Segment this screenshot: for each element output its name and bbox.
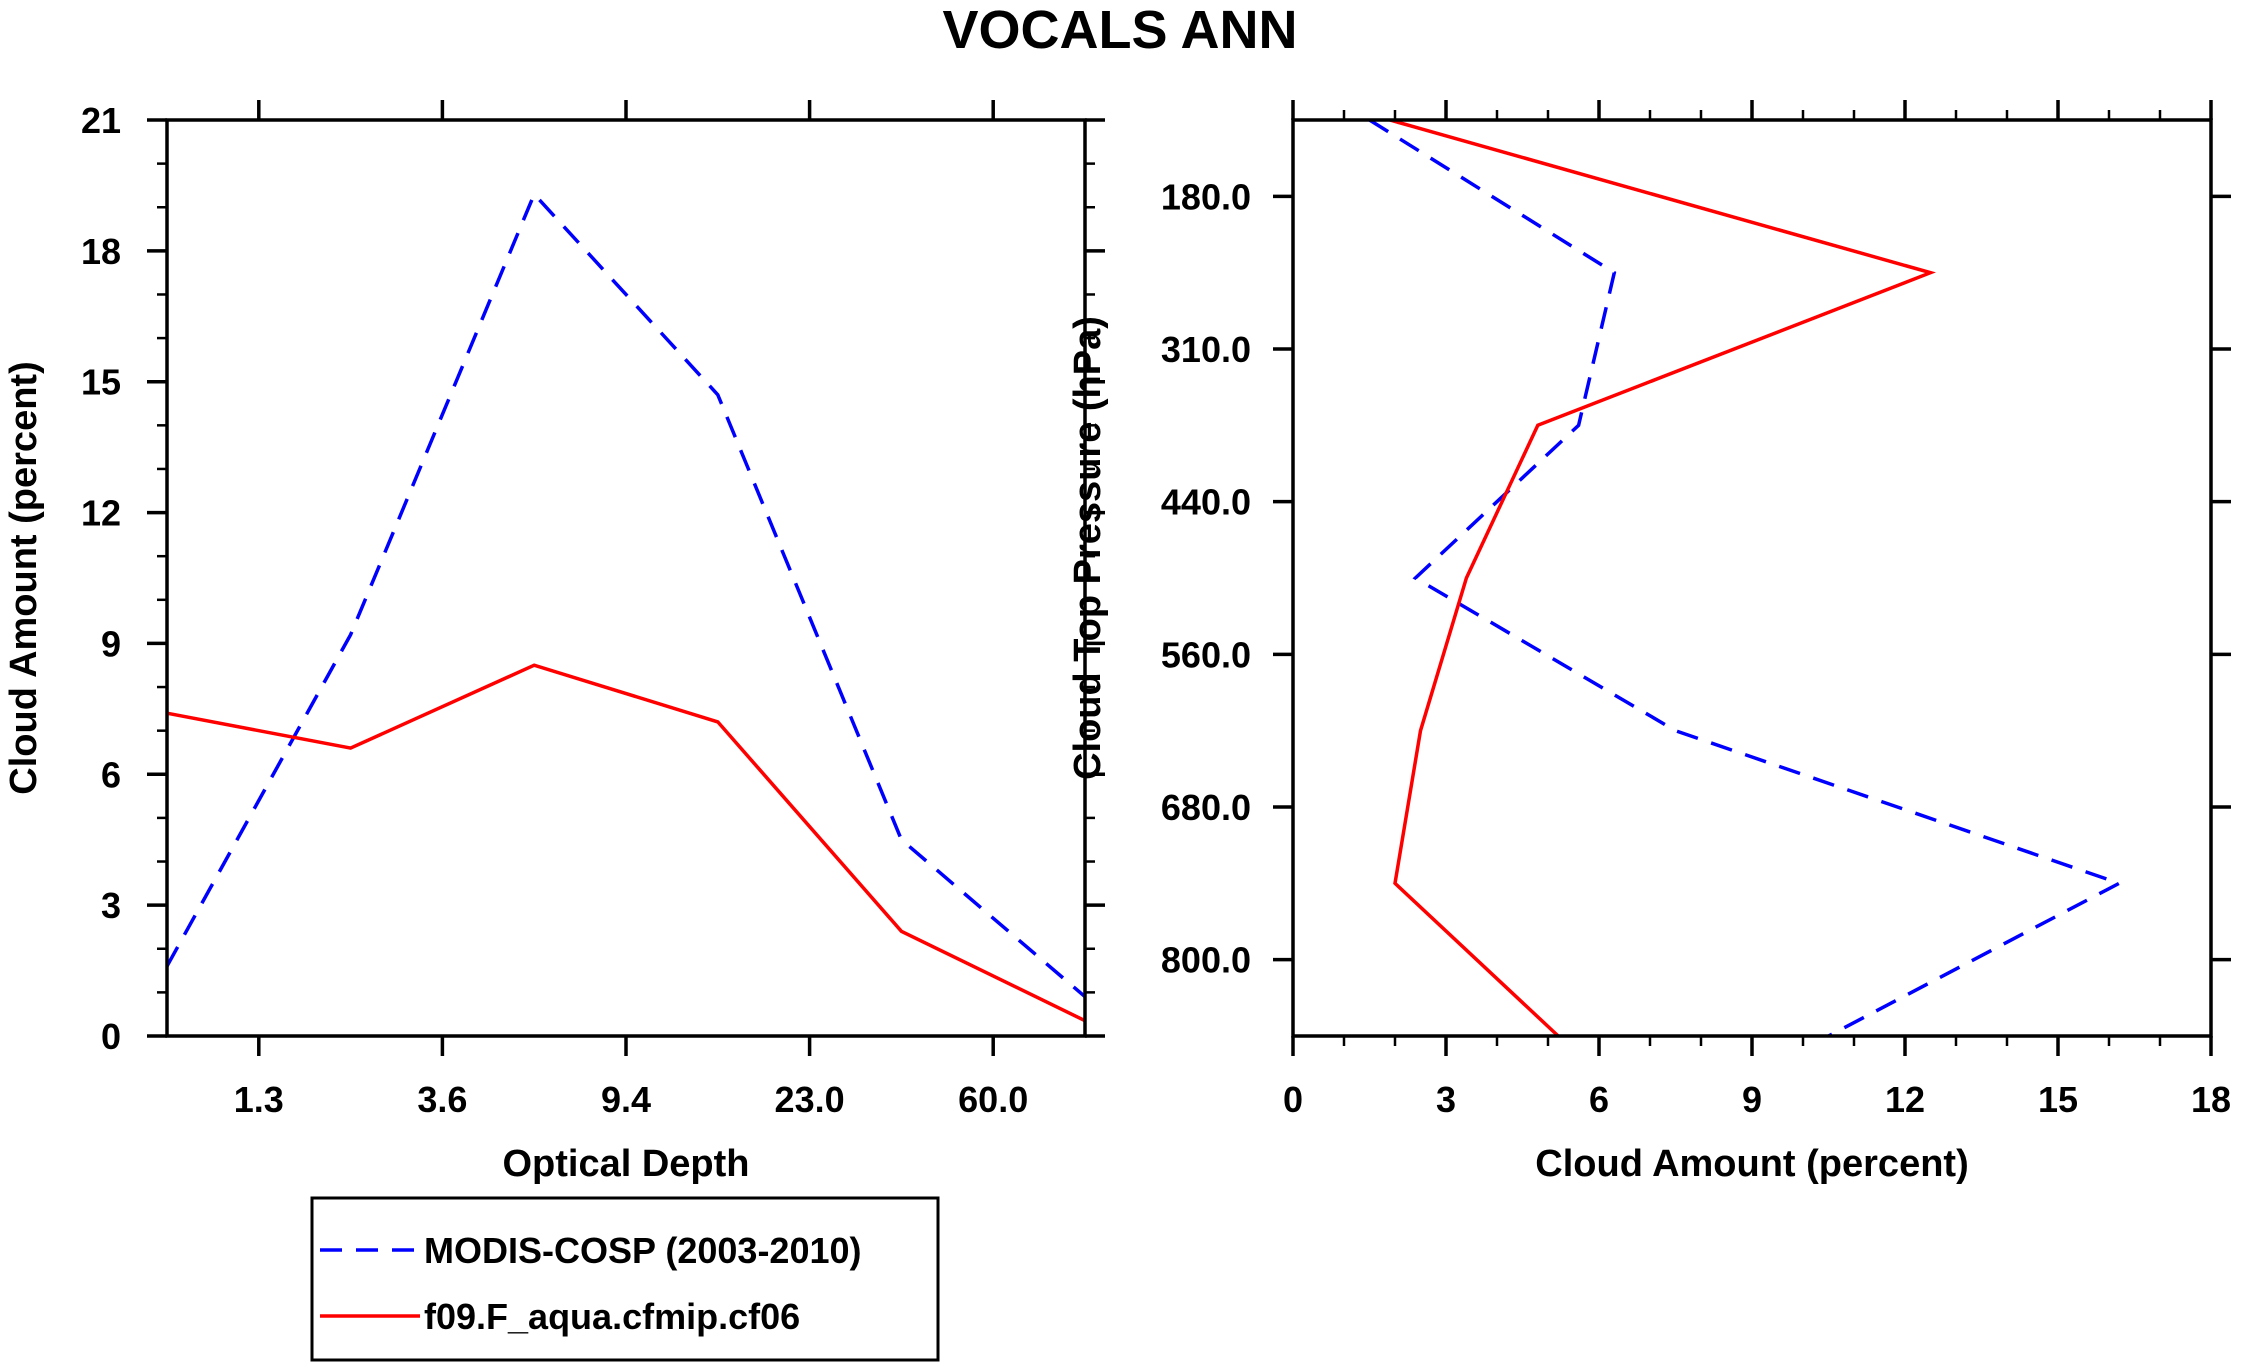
right-x-tick-label: 12: [1885, 1079, 1925, 1120]
left-x-tick-label: 60.0: [958, 1079, 1028, 1120]
left-y-tick-label: 9: [101, 623, 121, 664]
legend-label-model: f09.F_aqua.cfmip.cf06: [424, 1296, 800, 1337]
right-y-axis-label: Cloud Top Pressure (hPa): [1067, 316, 1109, 780]
left-y-tick-label: 21: [81, 100, 121, 141]
chart-title: VOCALS ANN: [942, 0, 1297, 60]
left-x-tick-label: 3.6: [417, 1079, 467, 1120]
right-x-tick-label: 3: [1436, 1079, 1456, 1120]
left-x-tick-label: 9.4: [601, 1079, 651, 1120]
legend-label-modis: MODIS-COSP (2003-2010): [424, 1230, 862, 1271]
left-series-line-model: [166, 663, 1086, 1023]
left-x-axis-label: Optical Depth: [502, 1143, 749, 1185]
right-x-tick-label: 9: [1742, 1079, 1762, 1120]
right-series-line-modis: [1368, 118, 2124, 1038]
left-y-tick-label: 18: [81, 231, 121, 272]
left-y-tick-label: 15: [81, 362, 121, 403]
left-series-line-modis: [165, 190, 1087, 999]
right-y-tick-label: 310.0: [1161, 329, 1251, 370]
left-x-tick-label: 1.3: [234, 1079, 284, 1120]
left-plot-frame: [165, 118, 1087, 1038]
right-panel: Cloud Top Pressure (hPa) 0 3 6 9 12 15 18 180.0 3…: [1067, 100, 2231, 1185]
left-y-tick-label: 3: [101, 885, 121, 926]
left-y-tick-label: 6: [101, 754, 121, 795]
right-plot-frame: [1291, 118, 2213, 1038]
right-x-tick-label: 0: [1283, 1079, 1303, 1120]
legend-box: [310, 1196, 940, 1362]
right-y-tick-label: 180.0: [1161, 176, 1251, 217]
legend: MODIS-COSP (2003-2010) f09.F_aqua.cfmip.c…: [310, 1196, 940, 1362]
right-x-tick-label: 6: [1589, 1079, 1609, 1120]
right-series-line-model: [1389, 118, 1937, 1038]
left-panel: 0 3 6 9 12 15 18 21 1.3 3.6 9.4 23.0 60.0 Optical Dep…: [3, 100, 1105, 1185]
right-y-tick-label: 800.0: [1161, 940, 1251, 981]
right-x-tick-label: 18: [2191, 1079, 2231, 1120]
left-y-tick-label: 0: [101, 1016, 121, 1057]
right-y-tick-label: 680.0: [1161, 787, 1251, 828]
left-x-tick-label: 23.0: [775, 1079, 845, 1120]
left-y-axis-label: Cloud Amount (percent): [3, 361, 45, 794]
right-x-axis-label: Cloud Amount (percent): [1535, 1143, 1968, 1185]
left-y-tick-label: 12: [81, 493, 121, 534]
right-y-tick-label: 440.0: [1161, 482, 1251, 523]
right-x-tick-label: 15: [2038, 1079, 2078, 1120]
right-y-tick-label: 560.0: [1161, 634, 1251, 675]
